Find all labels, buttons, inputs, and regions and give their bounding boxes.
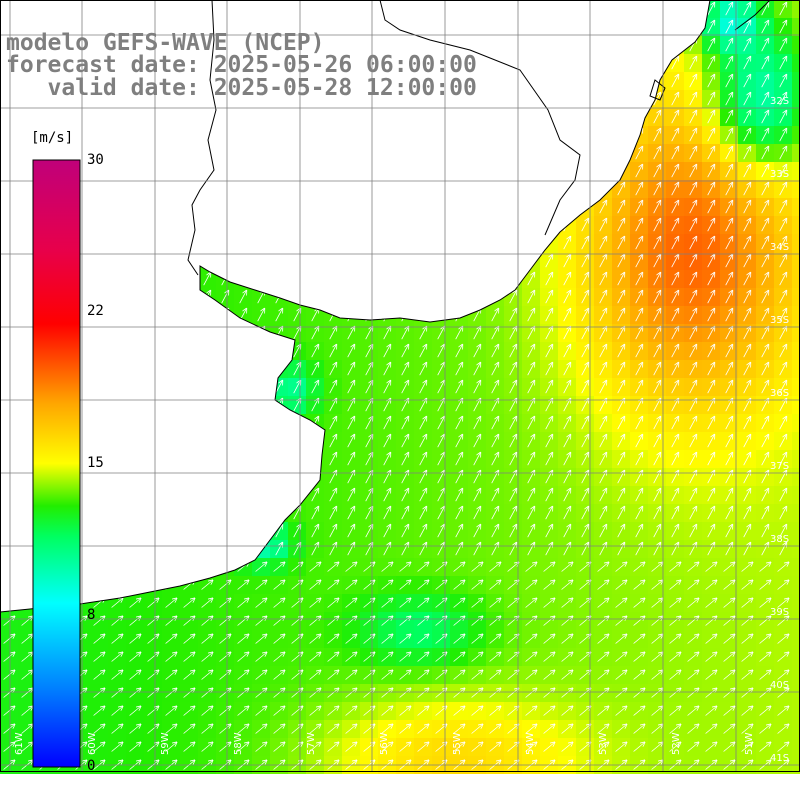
- lon-label-58W: 58W: [233, 732, 244, 755]
- colorbar-label-15: 15: [87, 455, 104, 471]
- lat-label-35S: 35S: [770, 315, 789, 326]
- lon-label-54W: 54W: [525, 732, 536, 755]
- lon-label-56W: 56W: [379, 732, 390, 755]
- colorbar-label-22: 22: [87, 303, 104, 319]
- colorbar-label-8: 8: [87, 607, 96, 623]
- lon-label-53W: 53W: [598, 732, 609, 755]
- lon-label-61W: 61W: [14, 732, 25, 755]
- lat-label-40S: 40S: [770, 680, 789, 691]
- land-mask: [0, 0, 710, 612]
- latitude-labels: 32S 33S 34S 35S 36S 37S 38S 39S 40S 41S: [770, 96, 789, 764]
- lat-label-34S: 34S: [770, 242, 789, 253]
- lat-label-33S: 33S: [770, 169, 789, 180]
- colorbar-label-0: 0: [87, 758, 96, 774]
- lat-label-38S: 38S: [770, 534, 789, 545]
- lon-label-60W: 60W: [87, 732, 98, 755]
- lat-label-41S: 41S: [770, 753, 789, 764]
- lat-label-36S: 36S: [770, 388, 789, 399]
- lon-label-51W: 51W: [744, 732, 755, 755]
- lat-label-39S: 39S: [770, 607, 789, 618]
- lat-label-37S: 37S: [770, 461, 789, 472]
- colorbar: [32, 159, 81, 768]
- model-title: modelo GEFS-WAVE (NCEP): [6, 30, 325, 56]
- colorbar-unit: [m/s]: [31, 130, 74, 146]
- lon-label-52W: 52W: [671, 732, 682, 755]
- forecast-date: forecast date: 2025-05-26 06:00:00: [6, 52, 477, 78]
- coastline: [0, 0, 771, 613]
- lon-label-57W: 57W: [306, 732, 317, 755]
- lat-lon-grid: [0, 0, 800, 772]
- longitude-labels: 61W 60W 59W 58W 57W 56W 55W 54W 53W 52W 51W: [14, 732, 755, 755]
- valid-date: valid date: 2025-05-28 12:00:00: [6, 75, 477, 101]
- colorbar-label-30: 30: [87, 152, 104, 168]
- lon-label-59W: 59W: [160, 732, 171, 755]
- lat-label-32S: 32S: [770, 96, 789, 107]
- lon-label-55W: 55W: [452, 732, 463, 755]
